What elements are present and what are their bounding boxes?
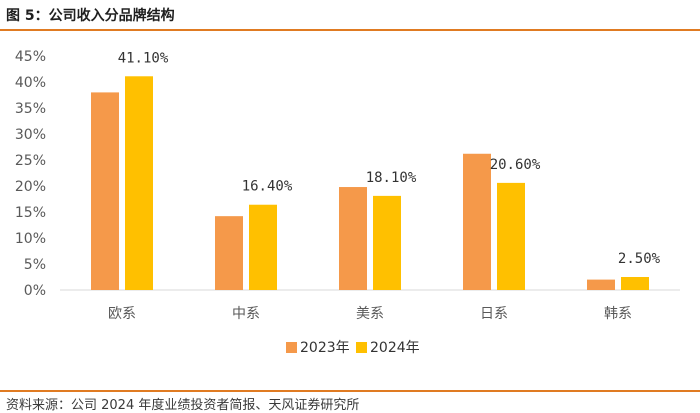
- bar-2023: [339, 187, 367, 290]
- y-tick-label: 15%: [15, 205, 46, 221]
- x-tick-label: 中系: [232, 306, 260, 322]
- top-divider: [0, 29, 700, 31]
- bar-2024: [125, 76, 153, 290]
- y-tick-label: 35%: [15, 101, 46, 117]
- y-tick-label: 10%: [15, 231, 46, 247]
- bar-2023: [587, 279, 615, 290]
- y-tick-label: 45%: [15, 49, 46, 65]
- legend-label: 2023年: [300, 340, 350, 356]
- bar-2024: [373, 195, 401, 290]
- legend-swatch-2024: [356, 342, 367, 353]
- data-label: 2.50%: [618, 251, 661, 267]
- data-label: 16.40%: [242, 179, 293, 195]
- x-tick-label: 欧系: [108, 306, 136, 322]
- bar-2024: [249, 204, 277, 290]
- y-tick-label: 40%: [15, 75, 46, 91]
- bar-2023: [91, 92, 119, 291]
- y-tick-label: 25%: [15, 153, 46, 169]
- bar-2023: [463, 153, 491, 290]
- y-tick-label: 0%: [24, 283, 46, 299]
- source-note: 资料来源：公司 2024 年度业绩投资者简报、天风证券研究所: [6, 398, 360, 413]
- bar-2023: [215, 216, 243, 290]
- revenue-brand-structure-chart: 0% 5% 10% 15% 20% 25% 30% 35% 40% 45% 欧系 41.10% 中系 16…: [15, 49, 680, 356]
- data-label: 20.60%: [490, 157, 541, 173]
- x-tick-label: 日系: [480, 306, 508, 322]
- legend-swatch-2023: [286, 342, 297, 353]
- y-tick-label: 5%: [24, 257, 46, 273]
- bar-2024: [497, 182, 525, 290]
- figure-title: 图 5：公司收入分品牌结构: [6, 8, 175, 24]
- legend-label: 2024年: [370, 340, 420, 356]
- x-tick-label: 美系: [356, 306, 384, 322]
- y-tick-label: 30%: [15, 127, 46, 143]
- bottom-divider: [0, 390, 700, 392]
- x-tick-label: 韩系: [604, 306, 632, 322]
- bar-2024: [621, 277, 649, 290]
- y-tick-label: 20%: [15, 179, 46, 195]
- data-label: 18.10%: [366, 170, 417, 186]
- data-label: 41.10%: [118, 50, 169, 66]
